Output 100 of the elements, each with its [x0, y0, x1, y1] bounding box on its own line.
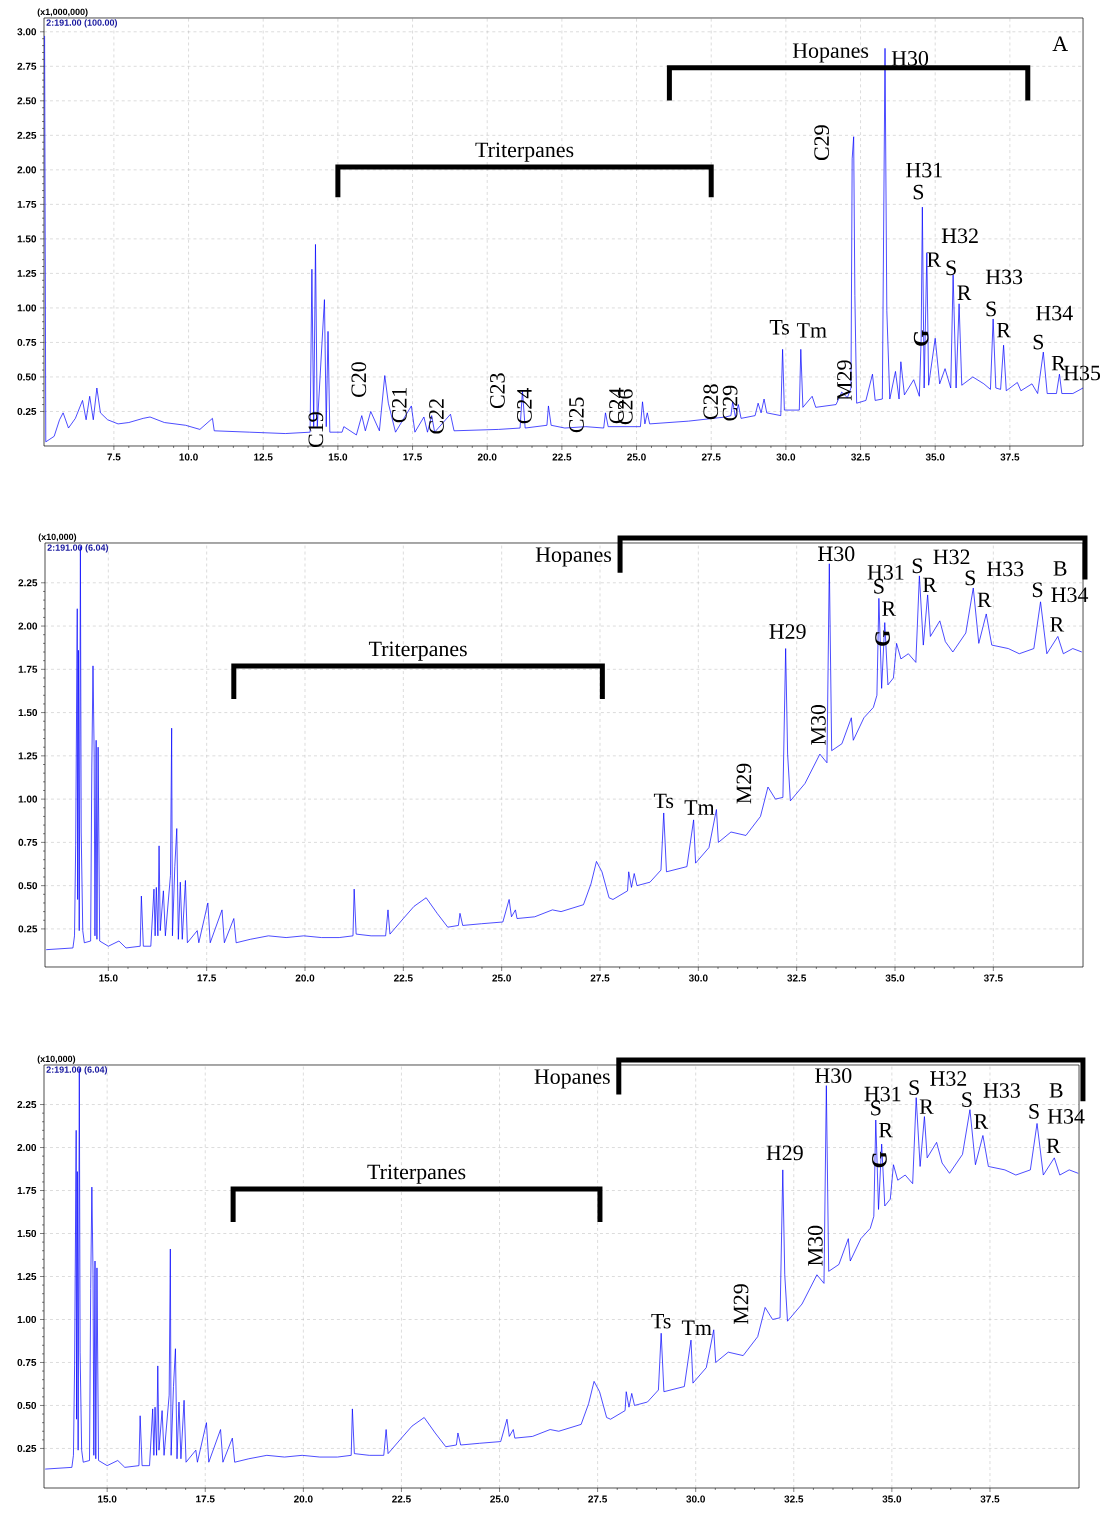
text: (x10,000) — [38, 533, 77, 542]
x-tick-label: 17.5 — [197, 974, 217, 982]
x-tick-label: 7.5 — [107, 453, 121, 461]
annotation: Hopanes — [535, 547, 612, 567]
x-tick-label: 17.5 — [403, 453, 422, 461]
x-tick-label: 27.5 — [590, 974, 610, 982]
annotation: H34 — [1047, 1109, 1085, 1124]
annotation: R — [974, 1114, 989, 1129]
annotation: H32 — [930, 1071, 967, 1086]
y-tick-label: 1.25 — [17, 269, 37, 277]
x-tick-label: 15.0 — [98, 1495, 117, 1503]
x-tick-label: 37.5 — [1000, 453, 1020, 461]
annotation: Tm — [796, 323, 827, 338]
x-tick-label: 22.5 — [552, 453, 572, 461]
x-tick-label: 25.0 — [627, 453, 646, 461]
y-tick-label: 0.75 — [17, 338, 37, 346]
annotation: H31 — [867, 565, 904, 580]
annotation: G — [875, 630, 890, 646]
annotation: H33 — [987, 561, 1024, 577]
annotation: A — [1052, 36, 1068, 51]
annotation: C25 — [569, 397, 584, 433]
x-tick-label: 32.5 — [851, 453, 870, 461]
y-tick-label: 2.00 — [17, 166, 37, 174]
x-tick-label: 17.5 — [196, 1495, 215, 1503]
annotation: M29 — [736, 763, 752, 804]
x-tick-label: 20.0 — [477, 453, 497, 461]
annotation: Triterpanes — [367, 1164, 466, 1184]
annotation: R — [996, 323, 1011, 338]
x-tick-label: 27.5 — [588, 1495, 608, 1503]
x-tick-label: 12.5 — [254, 453, 273, 461]
annotation: S — [912, 558, 923, 574]
y-tick-label: 0.25 — [17, 1444, 37, 1452]
y-tick-label: 3.00 — [17, 28, 37, 36]
x-tick-label: 35.0 — [885, 974, 905, 982]
annotation: M29 — [837, 360, 852, 401]
annotation: R — [919, 1099, 934, 1114]
annotation: G — [913, 330, 929, 346]
annotation: R — [957, 285, 972, 300]
annotation: Tm — [681, 1320, 712, 1335]
x-tick-label: 20.0 — [293, 1495, 313, 1503]
y-tick-label: 1.50 — [17, 235, 37, 243]
y-tick-label: 1.25 — [18, 752, 38, 760]
annotation: H30 — [815, 1068, 852, 1084]
annotation: S — [986, 301, 996, 317]
y-tick-label: 1.00 — [17, 304, 37, 312]
annotation: H29 — [769, 624, 806, 639]
annotation: B — [1049, 1083, 1063, 1098]
y-tick-label: 1.50 — [18, 709, 38, 717]
text: (x1,000,000) — [37, 8, 88, 17]
y-tick-label: 0.50 — [17, 1401, 37, 1409]
x-tick-label: 15.0 — [328, 453, 348, 461]
annotation: S — [913, 184, 924, 200]
y-tick-label: 2.50 — [17, 97, 37, 105]
annotation: M30 — [807, 1225, 823, 1266]
annotation: R — [977, 592, 992, 608]
y-tick-label: 2.00 — [17, 1144, 37, 1152]
y-tick-label: 0.50 — [17, 373, 37, 381]
annotation: S — [962, 1092, 972, 1108]
x-tick-label: 20.0 — [295, 974, 315, 982]
text: (x10,000) — [37, 1055, 76, 1064]
y-tick-label: 1.75 — [17, 200, 37, 208]
x-tick-label: 30.0 — [686, 1495, 705, 1503]
x-tick-label: 37.5 — [983, 974, 1003, 982]
annotation: B — [1053, 561, 1067, 576]
y-tick-label: 2.25 — [17, 131, 37, 139]
annotation: G — [872, 1151, 887, 1168]
x-tick-label: 22.5 — [393, 974, 413, 982]
y-tick-label: 0.25 — [17, 407, 37, 415]
y-tick-label: 0.75 — [18, 838, 38, 846]
annotation: M29 — [733, 1284, 749, 1325]
annotation: R — [1046, 1138, 1061, 1154]
annotation: H30 — [891, 50, 929, 66]
y-tick-label: 1.00 — [18, 795, 38, 803]
annotation: H32 — [933, 549, 970, 565]
annotation: C28 — [703, 384, 719, 420]
x-tick-label: 35.0 — [882, 1495, 902, 1503]
annotation: S — [965, 570, 976, 586]
annotation: R — [882, 601, 897, 616]
annotation: C19 — [308, 412, 324, 448]
annotation: Tm — [684, 800, 715, 815]
x-tick-label: 15.0 — [99, 974, 118, 982]
x-tick-label: 32.5 — [787, 974, 807, 982]
annotation: R — [927, 252, 942, 267]
annotation: H32 — [941, 228, 978, 244]
annotation: C23 — [490, 373, 505, 409]
annotation: C29 — [814, 125, 830, 161]
annotation: H31 — [864, 1086, 901, 1102]
y-tick-label: 1.75 — [17, 1187, 37, 1194]
annotation: H34 — [1036, 305, 1073, 321]
annotation: H31 — [906, 162, 942, 178]
annotation: Hopanes — [792, 43, 869, 63]
annotation: Hopanes — [534, 1069, 610, 1089]
annotation: R — [1050, 617, 1065, 632]
annotation: R — [878, 1122, 893, 1138]
y-tick-label: 1.75 — [18, 665, 38, 673]
y-tick-label: 2.00 — [18, 622, 38, 630]
x-tick-label: 32.5 — [784, 1495, 804, 1503]
annotation: H34 — [1051, 587, 1089, 603]
annotation: S — [909, 1080, 919, 1096]
x-tick-label: 30.0 — [776, 453, 796, 461]
